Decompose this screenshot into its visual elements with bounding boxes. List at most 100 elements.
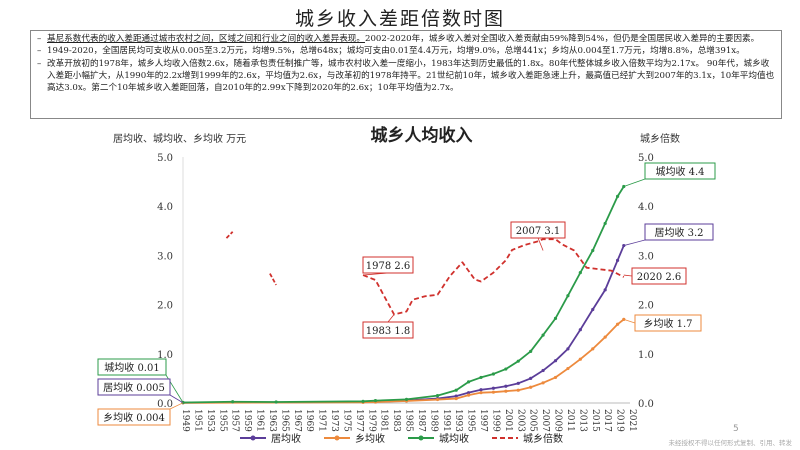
x-tick-label: 1959: [242, 409, 252, 432]
series-point: [541, 381, 545, 385]
x-tick-label: 1977: [354, 409, 364, 432]
series-point: [466, 393, 471, 397]
x-tick-label: 1971: [317, 409, 327, 432]
annotation-box: [644, 162, 716, 180]
x-tick-label: 1985: [404, 409, 414, 432]
series-point: [516, 381, 520, 385]
annotation-box: [631, 267, 687, 285]
x-tick-label: 2011: [565, 409, 575, 432]
x-tick-label: 1983: [391, 409, 401, 432]
y-tick-right: 3.0: [638, 251, 654, 262]
annotation-leader: [623, 274, 633, 277]
note-item: 改革开放初的1978年，城乡人均收入倍数2.6x，随着承包责任制推广等，城市农村…: [37, 58, 775, 95]
x-tick-label: 2001: [503, 409, 513, 432]
x-tick-label: 1999: [490, 409, 500, 432]
x-tick-label: 1993: [453, 409, 463, 432]
annotation-leader: [623, 239, 646, 246]
series-point: [566, 294, 570, 298]
legend-label: 城乡倍数: [523, 432, 563, 445]
series-point: [529, 385, 533, 389]
series-point: [553, 316, 558, 320]
series-point: [578, 357, 582, 361]
legend-label: 居均收: [271, 432, 301, 445]
series-point: [541, 333, 545, 337]
series-point: [454, 394, 458, 398]
x-tick-label: 2019: [615, 409, 625, 432]
series-point: [454, 388, 458, 392]
annotation-box: [97, 408, 171, 426]
y-tick-right: 5.0: [638, 153, 654, 164]
series-line: [182, 186, 625, 404]
notes-box: 基尼系数代表的收入差距通过城市农村之间，区域之间和行业之间的收入差异表现。200…: [30, 30, 782, 119]
series-point: [591, 307, 595, 312]
annotation-box: [362, 256, 414, 274]
x-tick-label: 1995: [466, 409, 476, 432]
annotation-box: [634, 314, 702, 332]
series-point: [466, 391, 471, 395]
annotation-label: 城均收 4.4: [655, 165, 704, 178]
series-point: [578, 328, 582, 332]
series-point: [504, 367, 508, 371]
annotation-label: 2020 2.6: [637, 272, 682, 283]
series-point: [541, 368, 545, 373]
series-point: [479, 391, 483, 395]
series-point: [479, 388, 483, 392]
x-tick-label: 1955: [217, 409, 227, 432]
x-tick-label: 2015: [590, 409, 600, 432]
notes-list: 基尼系数代表的收入差距通过城市农村之间，区域之间和行业之间的收入差异表现。200…: [37, 33, 775, 94]
series-point: [491, 390, 496, 394]
legend-marker: [334, 435, 340, 441]
annotation-leader: [537, 237, 544, 251]
x-tick-label: 1987: [416, 409, 426, 432]
series-point: [491, 386, 496, 390]
series-point: [603, 221, 607, 226]
y-tick-right: 0.0: [638, 399, 654, 410]
series-point: [361, 399, 365, 403]
y-tick-right: 2.0: [638, 301, 654, 312]
x-tick-label: 1961: [255, 409, 265, 432]
x-tick-label: 1989: [428, 409, 438, 432]
x-tick-label: 1967: [292, 409, 302, 432]
series-point: [516, 388, 520, 392]
annotation-leader: [169, 402, 184, 410]
series-point: [504, 389, 508, 393]
annotation-box: [97, 378, 171, 396]
annotation-label: 城均收 0.01: [104, 361, 159, 374]
y-tick-left: 0.0: [157, 399, 173, 410]
annotation-box: [510, 221, 566, 239]
x-tick-label: 1991: [441, 409, 451, 432]
series-point: [529, 349, 533, 353]
annotation-box: [97, 358, 167, 376]
series-point: [274, 400, 278, 404]
series-point: [615, 258, 620, 262]
series-point: [566, 366, 570, 371]
note-highlight: 基尼系数代表的收入差距通过城市农村之间，区域之间和行业之间的收入差异表现。: [47, 34, 365, 44]
y-tick-left: 2.0: [157, 301, 173, 312]
note-text: 改革开放初的1978年，城乡人均收入倍数2.6x，随着承包责任制推广等，城市农村…: [47, 58, 775, 94]
x-tick-label: 1979: [366, 409, 376, 432]
x-tick-label: 2003: [515, 409, 525, 432]
series-point: [553, 359, 558, 363]
y-tick-right: 4.0: [638, 202, 654, 213]
series-point: [578, 271, 582, 275]
legend-label: 乡均收: [355, 432, 385, 445]
y-tick-right: 1.0: [638, 350, 654, 361]
annotation-label: 2007 3.1: [516, 226, 561, 237]
y-tick-left: 4.0: [157, 202, 173, 213]
annotation-box: [644, 223, 714, 241]
note-item: 基尼系数代表的收入差距通过城市农村之间，区域之间和行业之间的收入差异表现。200…: [37, 33, 775, 46]
annotation-label: 居均收 3.2: [654, 226, 703, 239]
x-tick-label: 1949: [180, 409, 190, 432]
y-tick-left: 5.0: [157, 153, 173, 164]
series-point: [529, 376, 533, 380]
x-tick-label: 1963: [267, 409, 277, 432]
legend-marker: [250, 435, 256, 441]
x-tick-label: 1981: [379, 409, 389, 432]
note-item: 1949-2020，全国居民均可支收从0.005至3.2万元，均增9.5%，总增…: [37, 45, 775, 58]
x-tick-label: 2017: [602, 409, 612, 432]
series-point: [591, 347, 595, 351]
annotation-label: 1978 2.6: [366, 261, 411, 272]
series-point: [516, 359, 520, 363]
annotation-label: 居均收 0.005: [103, 381, 165, 394]
series-point: [603, 335, 607, 339]
